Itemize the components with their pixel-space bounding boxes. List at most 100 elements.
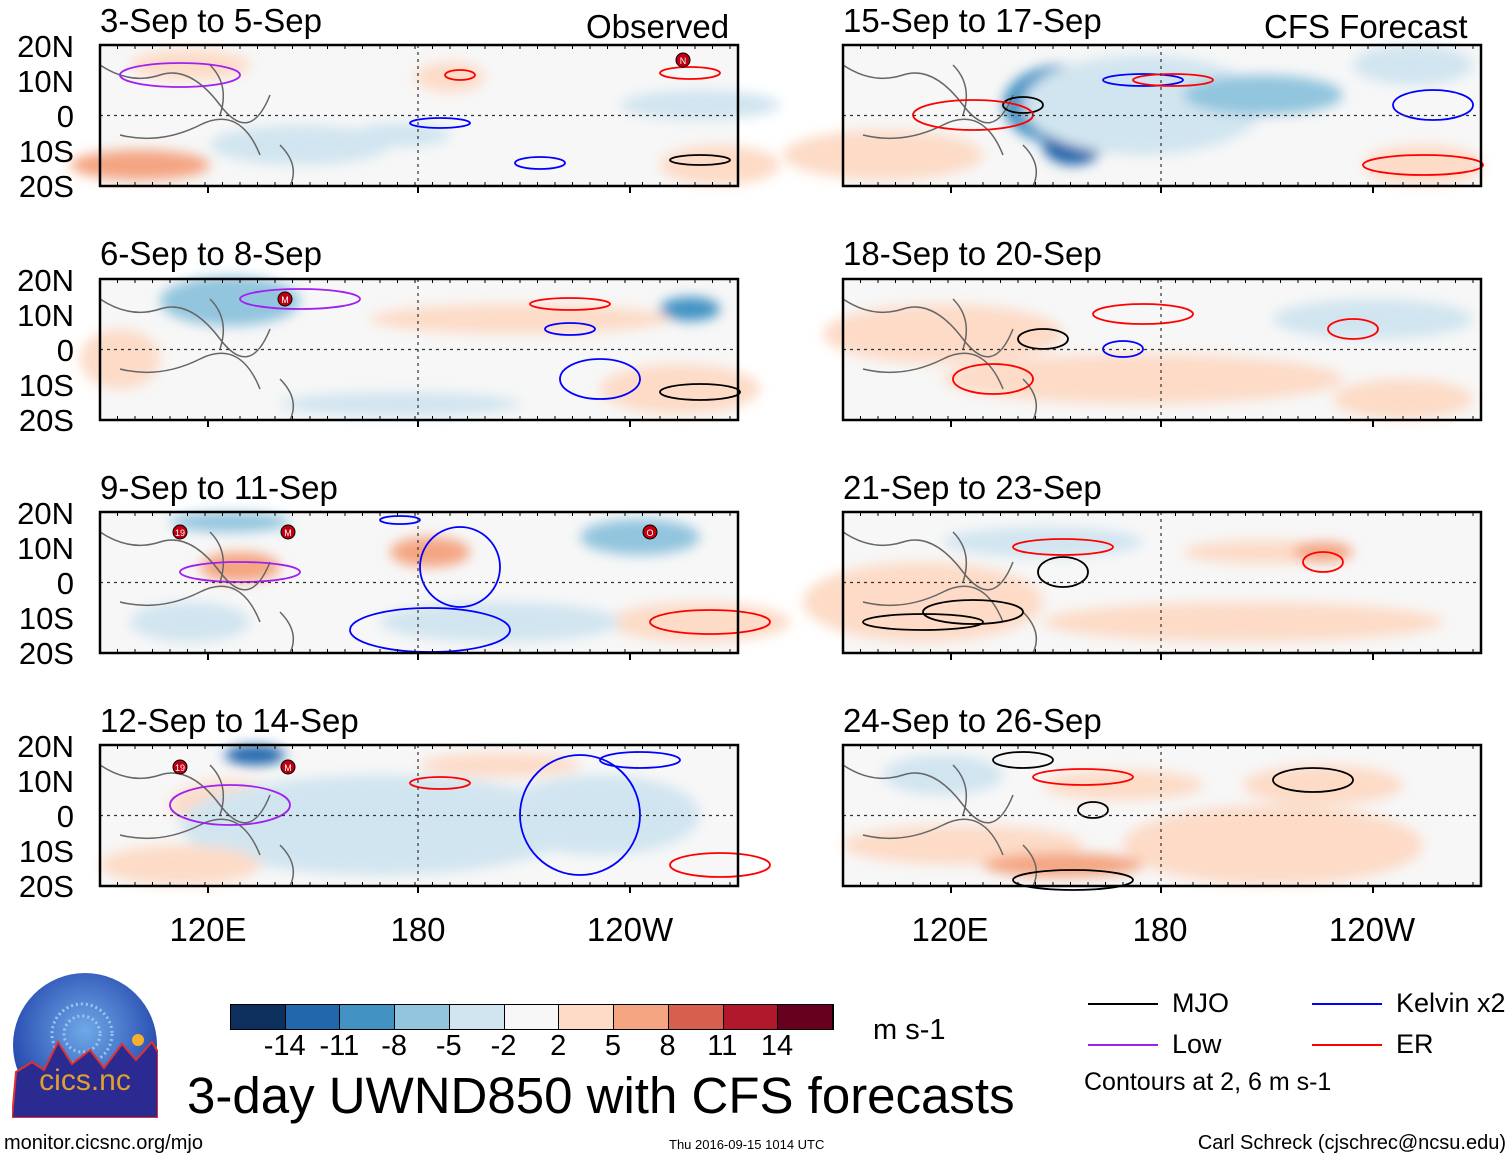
wind-anomaly-region <box>100 845 260 885</box>
colorbar-swatch <box>559 1005 615 1029</box>
wave-contour <box>1327 318 1379 340</box>
wave-contour <box>922 599 1024 625</box>
wave-contour <box>1302 551 1344 573</box>
legend-line-er <box>1312 1044 1382 1046</box>
map-panel <box>783 43 1484 193</box>
footer-timestamp: Thu 2016-09-15 1014 UTC <box>669 1137 825 1152</box>
y-axis-label: 10S <box>18 834 74 869</box>
wave-contour <box>669 852 771 878</box>
storm-marker-icon <box>172 759 188 775</box>
panel-title: 24-Sep to 26-Sep <box>843 702 1102 739</box>
panel-title: 21-Sep to 23-Sep <box>843 469 1102 506</box>
colorbar-swatch <box>395 1005 450 1029</box>
wind-anomaly-region <box>380 602 620 642</box>
wave-contour <box>514 156 566 170</box>
wind-anomaly-region <box>1353 45 1473 85</box>
wind-anomaly-region <box>1023 55 1263 155</box>
wind-anomaly-region <box>1043 770 1203 800</box>
legend-line-low <box>1088 1044 1158 1046</box>
y-axis-label: 20S <box>18 869 74 904</box>
coastline <box>99 64 295 187</box>
wave-contour <box>1102 73 1184 87</box>
storm-marker-label: M <box>284 763 292 773</box>
wind-anomaly-region <box>180 775 580 875</box>
panel-title: 12-Sep to 14-Sep <box>100 702 359 739</box>
wave-contour <box>1392 89 1474 121</box>
figure-title: 3-day UWND850 with CFS forecasts <box>187 1067 1015 1124</box>
wave-contour <box>1002 96 1044 114</box>
y-axis-label: 10N <box>17 64 74 99</box>
wave-contour <box>1077 801 1109 819</box>
wind-anomaly-region <box>620 90 780 120</box>
wind-anomaly-region <box>823 304 1063 364</box>
wave-contour <box>559 358 641 400</box>
footer-url: monitor.cicsnc.org/mjo <box>4 1132 203 1154</box>
colorbar-tick-label: 11 <box>707 1030 738 1062</box>
wind-anomaly-region <box>225 745 285 765</box>
coastline <box>842 64 1038 187</box>
storm-marker-icon <box>280 524 296 540</box>
storm-marker-label: O <box>646 528 653 538</box>
colorbar-tick-label: 8 <box>659 1030 676 1062</box>
storm-marker-icon <box>277 291 293 307</box>
y-axis-label: 0 <box>56 799 74 834</box>
wave-contour <box>419 526 501 608</box>
x-label-120w: 120W <box>1328 911 1416 948</box>
y-axis-label: 20S <box>18 636 74 671</box>
wind-anomaly-region <box>370 304 670 334</box>
legend-line-mjo <box>1088 1003 1158 1005</box>
map-panel <box>803 510 1483 660</box>
y-axis-label: 20N <box>17 729 74 764</box>
y-axis-label: 0 <box>56 566 74 601</box>
y-axis-label: 10N <box>17 764 74 799</box>
y-axis-label: 0 <box>56 333 74 368</box>
wave-contour <box>1017 328 1069 350</box>
svg-text:cics.nc: cics.nc <box>39 1064 131 1097</box>
y-axis-label: 10S <box>18 601 74 636</box>
wave-contour <box>1132 73 1214 87</box>
x-label-180: 180 <box>390 911 446 948</box>
wind-anomaly-region <box>390 537 470 567</box>
legend-label: ER <box>1396 1029 1434 1059</box>
wind-anomaly-region <box>420 753 580 777</box>
colorbar-tick-label: -14 <box>263 1030 306 1062</box>
map-panel <box>823 277 1483 427</box>
map-panel: N <box>70 43 780 193</box>
coastline <box>842 531 1038 654</box>
contour-note: Contours at 2, 6 m s-1 <box>1084 1068 1332 1096</box>
wave-contour <box>239 288 361 310</box>
observed-column-label: Observed <box>586 8 730 45</box>
y-axis-label: 10S <box>18 134 74 169</box>
colorbar-swatch <box>614 1005 669 1029</box>
wave-contour <box>599 751 681 769</box>
wind-anomaly-region <box>1273 299 1473 339</box>
wind-anomaly-region <box>1123 805 1423 885</box>
wave-contour <box>659 383 741 401</box>
wind-anomaly-region <box>1333 379 1473 419</box>
colorbar-units: m s-1 <box>873 1014 946 1046</box>
wave-contour <box>444 69 476 81</box>
y-axis-label: 20N <box>17 29 74 64</box>
storm-marker-label: 19 <box>175 763 185 773</box>
wind-anomaly-region <box>70 150 210 180</box>
coastline <box>842 298 1038 421</box>
colorbar-swatch <box>668 1005 724 1029</box>
y-axis-label: 20S <box>18 403 74 438</box>
storm-marker-icon <box>675 52 691 68</box>
colorbar-swatch <box>231 1005 286 1029</box>
wave-contour <box>409 776 471 790</box>
wave-contour <box>1012 869 1134 891</box>
colorbar-tick-label: 14 <box>760 1030 794 1062</box>
wave-contour <box>1272 767 1354 793</box>
wave-contour <box>379 515 421 525</box>
panel-title: 18-Sep to 20-Sep <box>843 235 1102 272</box>
map-panel: M <box>80 276 760 427</box>
coastline <box>99 298 295 421</box>
storm-marker-label: M <box>284 528 292 538</box>
y-axis-label: 10N <box>17 298 74 333</box>
wind-anomaly-region <box>883 755 1003 795</box>
panel-title: 15-Sep to 17-Sep <box>843 2 1102 39</box>
wind-anomaly-region <box>1043 602 1443 642</box>
wind-anomaly-region <box>210 125 390 165</box>
wave-contour <box>992 751 1054 769</box>
